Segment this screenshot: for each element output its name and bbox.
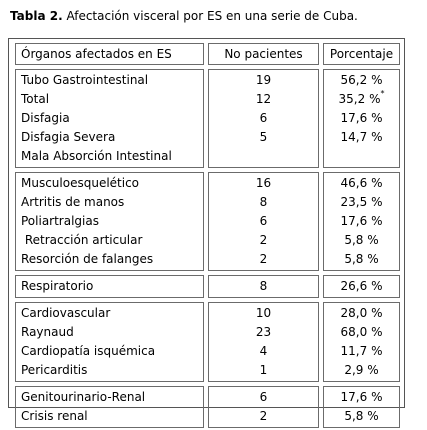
group-2-cell-percent bbox=[323, 275, 400, 298]
percent-value: 5,8 % bbox=[344, 233, 379, 247]
percent-value: 5,8 % bbox=[344, 252, 379, 266]
group-1-cell-percent bbox=[323, 172, 400, 271]
row-patient-count: 2 bbox=[259, 252, 268, 266]
table-frame bbox=[8, 38, 405, 408]
percent-value: 11,7 % bbox=[340, 344, 383, 358]
table-caption: Tabla 2. Afectación visceral por ES en u… bbox=[10, 9, 358, 23]
row-patient-count: 6 bbox=[259, 111, 268, 125]
row-patient-count: 5 bbox=[259, 130, 268, 144]
header-cell-organ bbox=[15, 43, 204, 65]
row-percentage: 46,6 % bbox=[323, 174, 400, 193]
group-3-cell-patients bbox=[208, 302, 319, 382]
row-organ-name: Disfagia bbox=[21, 111, 70, 125]
percent-value: 23,5 % bbox=[340, 195, 383, 209]
row-organ-name: Retracción articular bbox=[21, 233, 143, 247]
row-percentage: 68,0 % bbox=[323, 323, 400, 342]
row-patient-count: 2 bbox=[259, 233, 268, 247]
row-patient-count: 1 bbox=[259, 363, 268, 377]
row-organ-name: Crisis renal bbox=[21, 409, 88, 423]
group-0-cell-percent bbox=[323, 69, 400, 168]
row-organ-name: Raynaud bbox=[21, 325, 74, 339]
percent-value: 35,2 % bbox=[338, 92, 381, 106]
header-cell-percent bbox=[323, 43, 400, 65]
row-percentage: 28,0 % bbox=[323, 304, 400, 323]
row-percentage: 17,6 % bbox=[323, 388, 400, 407]
footnote-marker: * bbox=[380, 89, 385, 98]
group-0-cell-organ bbox=[15, 69, 204, 168]
group-4-cell-percent bbox=[323, 386, 400, 428]
row-percentage: 17,6 % bbox=[323, 109, 400, 128]
row-percentage: 5,8 % bbox=[323, 231, 400, 250]
row-percentage: 11,7 % bbox=[323, 342, 400, 361]
caption-text: Afectación visceral por ES en una serie … bbox=[62, 9, 358, 23]
row-percentage: 14,7 % bbox=[323, 128, 400, 147]
header-patients: No pacientes bbox=[224, 47, 303, 61]
row-percentage: 26,6 % bbox=[323, 277, 400, 296]
row-patient-count: 10 bbox=[255, 306, 272, 320]
row-percentage: 17,6 % bbox=[323, 212, 400, 231]
percent-value: 26,6 % bbox=[340, 279, 383, 293]
row-patient-count: 6 bbox=[259, 390, 268, 404]
percent-value: 68,0 % bbox=[340, 325, 383, 339]
row-percentage: 5,8 % bbox=[323, 407, 400, 426]
percent-value: 5,8 % bbox=[344, 409, 379, 423]
group-4-cell-organ bbox=[15, 386, 204, 428]
row-organ-name: Poliartralgias bbox=[21, 214, 99, 228]
row-organ-name: Tubo Gastrointestinal bbox=[21, 73, 149, 87]
percent-value: 17,6 % bbox=[340, 111, 383, 125]
row-organ-name: Artritis de manos bbox=[21, 195, 125, 209]
row-patient-count: 19 bbox=[255, 73, 272, 87]
row-percentage: 2,9 % bbox=[323, 361, 400, 380]
row-patient-count: 16 bbox=[255, 176, 272, 190]
percent-value: 2,9 % bbox=[344, 363, 379, 377]
row-organ-name: Musculoesquelético bbox=[21, 176, 140, 190]
row-patient-count: 6 bbox=[259, 214, 268, 228]
header-organ: Órganos afectados en ES bbox=[21, 47, 172, 61]
group-2-cell-patients bbox=[208, 275, 319, 298]
percent-value: 17,6 % bbox=[340, 390, 383, 404]
header-percent: Porcentaje bbox=[329, 47, 394, 61]
row-organ-name: Resorción de falanges bbox=[21, 252, 154, 266]
row-patient-count: 8 bbox=[259, 279, 268, 293]
row-percentage: 5,8 % bbox=[323, 250, 400, 269]
percent-value: 46,6 % bbox=[340, 176, 383, 190]
row-patient-count: 12 bbox=[255, 92, 272, 106]
row-patient-count: 2 bbox=[259, 409, 268, 423]
percent-value: 28,0 % bbox=[340, 306, 383, 320]
row-organ-name: Genitourinario-Renal bbox=[21, 390, 146, 404]
percent-value: 17,6 % bbox=[340, 214, 383, 228]
row-organ-name: Total bbox=[21, 92, 50, 106]
row-organ-name: Respiratorio bbox=[21, 279, 94, 293]
group-4-cell-patients bbox=[208, 386, 319, 428]
group-1-cell-patients bbox=[208, 172, 319, 271]
row-organ-name: Cardiovascular bbox=[21, 306, 111, 320]
row-patient-count: 8 bbox=[259, 195, 268, 209]
row-percentage: 35,2 %* bbox=[323, 90, 400, 109]
row-patient-count: 4 bbox=[259, 344, 268, 358]
row-percentage: 23,5 % bbox=[323, 193, 400, 212]
group-3-cell-organ bbox=[15, 302, 204, 382]
row-percentage: 56,2 % bbox=[323, 71, 400, 90]
group-1-cell-organ bbox=[15, 172, 204, 271]
row-organ-name: Pericarditis bbox=[21, 363, 88, 377]
group-2-cell-organ bbox=[15, 275, 204, 298]
group-0-cell-patients bbox=[208, 69, 319, 168]
header-cell-patients bbox=[208, 43, 319, 65]
row-organ-name: Mala Absorción Intestinal bbox=[21, 149, 172, 163]
row-organ-name: Disfagia Severa bbox=[21, 130, 116, 144]
row-organ-name: Cardiopatía isquémica bbox=[21, 344, 156, 358]
percent-value: 14,7 % bbox=[340, 130, 383, 144]
percent-value: 56,2 % bbox=[340, 73, 383, 87]
row-patient-count: 23 bbox=[255, 325, 272, 339]
caption-label: Tabla 2. bbox=[10, 9, 63, 23]
group-3-cell-percent bbox=[323, 302, 400, 382]
